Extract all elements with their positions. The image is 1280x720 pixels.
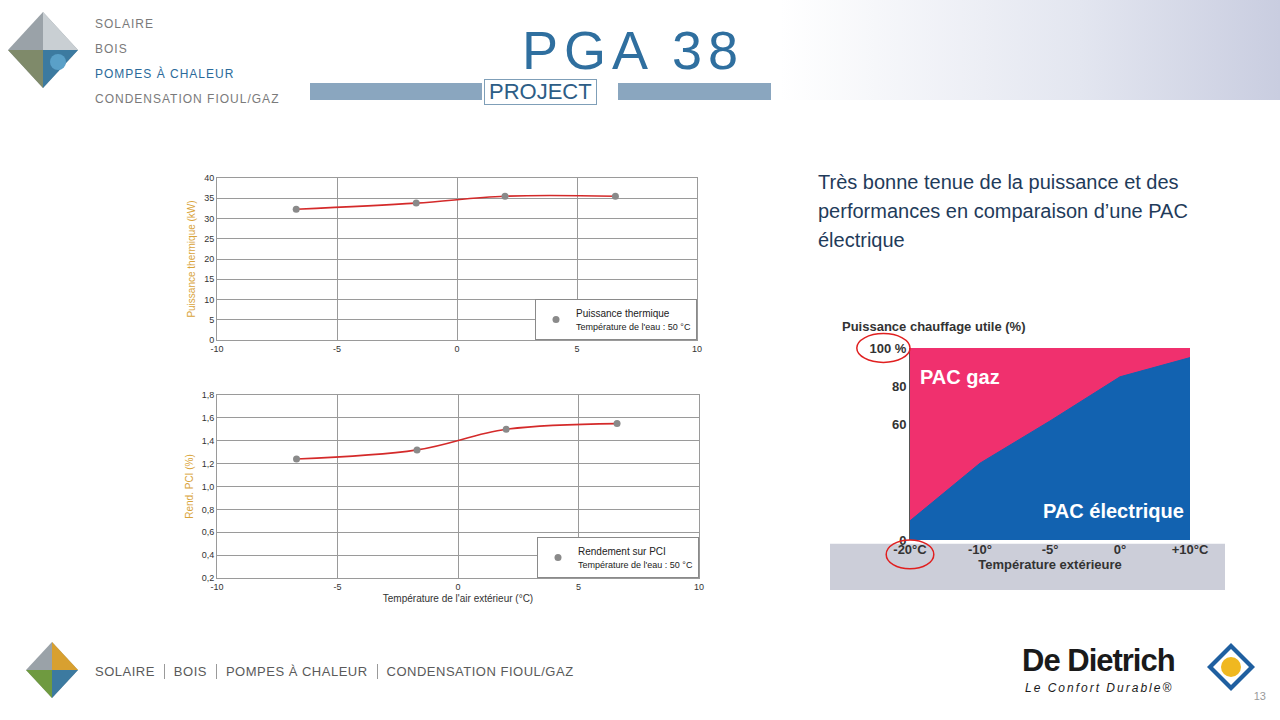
svg-text:Puissance thermiqueTempérature: Puissance thermiqueTempérature de l'eau … xyxy=(576,308,691,332)
html-text:BOIS: BOIS xyxy=(173,664,207,679)
svg-text:Rendement sur PCITempérature d: Rendement sur PCITempérature de l'eau : … xyxy=(578,546,693,570)
svg-text:Température extérieure: Température extérieure xyxy=(978,557,1122,572)
svg-text:-10: -10 xyxy=(210,582,223,592)
html-text:Très bonne tenue de la puissan: Très bonne tenue de la puissance et des … xyxy=(818,171,1188,251)
html-text:PROJECT: PROJECT xyxy=(489,79,592,104)
svg-text:1,2: 1,2 xyxy=(202,459,215,469)
html-text:13: 13 xyxy=(1253,690,1266,702)
html-text:De Dietrich: De Dietrich xyxy=(1022,643,1175,678)
svg-text:10: 10 xyxy=(204,295,214,305)
svg-text:0°: 0° xyxy=(1114,542,1126,557)
svg-text:0: 0 xyxy=(454,344,459,354)
svg-text:-10: -10 xyxy=(210,344,223,354)
svg-text:-20°C: -20°C xyxy=(893,542,927,557)
svg-text:-5: -5 xyxy=(333,344,341,354)
svg-text:10: 10 xyxy=(692,344,702,354)
svg-text:0,2: 0,2 xyxy=(202,573,215,583)
svg-text:60: 60 xyxy=(892,417,906,432)
svg-text:35: 35 xyxy=(204,193,214,203)
svg-text:0,6: 0,6 xyxy=(202,527,215,537)
svg-text:+10°C: +10°C xyxy=(1172,542,1209,557)
svg-text:Température de l'air extérieur: Température de l'air extérieur (°C) xyxy=(383,593,533,604)
svg-text:30: 30 xyxy=(204,214,214,224)
svg-text:1,6: 1,6 xyxy=(202,413,215,423)
svg-text:0: 0 xyxy=(899,533,906,548)
svg-text:Puissance chauffage utile (%): Puissance chauffage utile (%) xyxy=(842,319,1026,334)
html-text:BOIS: BOIS xyxy=(95,42,128,56)
html-text:SOLAIRE: SOLAIRE xyxy=(95,17,154,31)
svg-text:PAC gaz: PAC gaz xyxy=(920,366,1000,388)
svg-text:1,4: 1,4 xyxy=(202,436,215,446)
html-text:POMPES À CHALEUR: POMPES À CHALEUR xyxy=(95,67,235,81)
svg-text:5: 5 xyxy=(209,315,214,325)
svg-text:5: 5 xyxy=(574,344,579,354)
svg-text:1,8: 1,8 xyxy=(202,390,215,400)
svg-text:PAC électrique: PAC électrique xyxy=(1043,500,1184,522)
html-text:POMPES À CHALEUR: POMPES À CHALEUR xyxy=(225,664,368,679)
html-text:Le Confort Durable®: Le Confort Durable® xyxy=(1025,681,1174,695)
svg-text:Puissance thermique (kW): Puissance thermique (kW) xyxy=(186,200,197,317)
svg-text:0: 0 xyxy=(455,582,460,592)
svg-text:-5°: -5° xyxy=(1042,542,1059,557)
svg-text:10: 10 xyxy=(694,582,704,592)
svg-text:0,8: 0,8 xyxy=(202,505,215,515)
svg-text:0: 0 xyxy=(209,335,214,345)
html-text:PGA 38: PGA 38 xyxy=(522,20,745,80)
svg-text:5: 5 xyxy=(576,582,581,592)
svg-text:40: 40 xyxy=(204,173,214,183)
svg-text:100 %: 100 % xyxy=(870,341,907,356)
svg-text:80: 80 xyxy=(892,379,906,394)
svg-text:15: 15 xyxy=(204,274,214,284)
svg-text:0,4: 0,4 xyxy=(202,550,215,560)
svg-text:25: 25 xyxy=(204,234,214,244)
svg-text:-5: -5 xyxy=(333,582,341,592)
svg-text:-10°: -10° xyxy=(968,542,992,557)
html-text:CONDENSATION FIOUL/GAZ: CONDENSATION FIOUL/GAZ xyxy=(95,92,280,106)
html-text:SOLAIRE: SOLAIRE xyxy=(95,664,155,679)
svg-text:1,0: 1,0 xyxy=(202,482,215,492)
svg-text:Rend. PCI (%): Rend. PCI (%) xyxy=(184,454,195,518)
html-text:CONDENSATION FIOUL/GAZ: CONDENSATION FIOUL/GAZ xyxy=(386,664,574,679)
svg-text:20: 20 xyxy=(204,254,214,264)
